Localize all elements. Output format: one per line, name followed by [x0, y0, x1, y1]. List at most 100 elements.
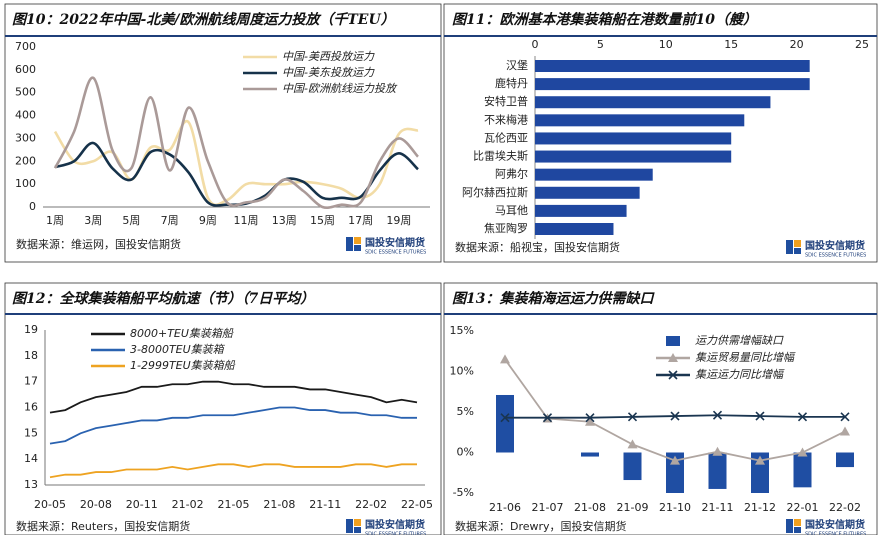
x-tick-label: 21-11: [702, 501, 734, 514]
chart-title: 图13：集装箱海运运力供需缺口: [452, 290, 655, 307]
marker: [668, 370, 678, 380]
y-tick-label: -5%: [453, 486, 474, 499]
x-tick-label: 21-08: [574, 501, 606, 514]
y-tick-label: 17: [24, 375, 38, 388]
x-tick-label: 22-01: [787, 501, 819, 514]
marker: [797, 447, 808, 457]
marker: [627, 439, 638, 449]
x-tick-label: 21-11: [309, 498, 341, 511]
y-tick-label: 马耳他: [495, 204, 528, 217]
x-tick-label: 10: [659, 38, 673, 51]
x-tick-label: 20: [790, 38, 804, 51]
marker: [712, 410, 723, 420]
chart-title: 图12：全球集装箱船平均航速（节）（7日平均）: [12, 290, 314, 307]
x-tick-label: 20-05: [34, 498, 66, 511]
y-tick-label: 不来梅港: [484, 112, 528, 126]
bar: [535, 168, 653, 181]
marker: [797, 412, 808, 422]
logo-text: 国投安信期货: [365, 518, 425, 531]
bar: [623, 452, 642, 481]
x-tick-label: 21-10: [659, 501, 691, 514]
logo-icon: [794, 248, 801, 254]
legend-swatch: [666, 336, 680, 346]
bar: [535, 96, 771, 109]
x-tick-label: 21-08: [263, 498, 295, 511]
legend-label: 中国-美东投放运力: [282, 66, 375, 79]
panel: [4, 3, 442, 263]
logo-text: 国投安信期货: [805, 518, 865, 531]
series-line: [49, 406, 417, 445]
legend-label: 中国-美西投放运力: [282, 50, 375, 63]
x-tick-label: 1周: [46, 214, 64, 227]
marker: [755, 411, 765, 421]
x-tick-label: 21-05: [218, 498, 250, 511]
x-tick-label: 11周: [234, 214, 259, 227]
y-tick-label: 200: [15, 154, 36, 167]
bar: [535, 78, 810, 91]
source: 数据来源：Reuters，国投安信期货: [16, 519, 190, 533]
y-tick-label: 100: [15, 177, 36, 190]
y-tick-label: 13: [24, 478, 38, 491]
y-tick-label: 比雷埃夫斯: [473, 149, 528, 163]
bar: [535, 132, 732, 145]
logo-icon: [354, 519, 361, 526]
marker: [670, 411, 680, 421]
logo-icon: [794, 519, 801, 526]
source: 数据来源：维运网，国投安信期货: [16, 237, 181, 251]
marker: [840, 412, 850, 422]
series-line: [49, 463, 417, 479]
y-tick-label: 14: [24, 452, 38, 465]
marker: [712, 446, 723, 456]
logo-icon: [346, 237, 353, 251]
y-tick-label: 瓦伦西亚: [484, 130, 528, 144]
legend-label: 运力供需增幅缺口: [695, 334, 784, 347]
x-tick-label: 25: [855, 38, 869, 51]
x-tick-label: 7周: [161, 214, 179, 227]
x-tick-label: 21-02: [172, 498, 204, 511]
logo-text: 国投安信期货: [365, 236, 425, 249]
bar: [836, 452, 854, 468]
bar: [535, 204, 627, 217]
y-tick-label: 400: [15, 109, 36, 122]
y-tick-label: 300: [15, 131, 36, 144]
logo-text: 国投安信期货: [805, 239, 865, 252]
legend-label: 集运运力同比增幅: [695, 368, 785, 381]
legend-label: 集运贸易量同比增幅: [695, 351, 796, 364]
y-tick-label: 18: [24, 349, 38, 362]
y-tick-label: 16: [24, 401, 38, 414]
x-tick-label: 20-08: [80, 498, 112, 511]
x-tick-label: 19周: [386, 214, 411, 227]
x-tick-label: 21-06: [489, 501, 521, 514]
y-tick-label: 10%: [450, 365, 474, 378]
bar: [581, 452, 599, 457]
bar: [751, 452, 769, 493]
y-tick-label: 19: [24, 323, 38, 336]
marker: [500, 413, 510, 423]
bar: [535, 150, 732, 163]
y-tick-label: 15: [24, 426, 38, 439]
y-tick-label: 5%: [457, 405, 474, 418]
logo-icon: [786, 519, 793, 533]
x-tick-label: 5周: [122, 214, 140, 227]
x-tick-label: 13周: [272, 214, 297, 227]
x-tick-label: 21-09: [617, 501, 649, 514]
source: 数据来源：船视宝，国投安信期货: [455, 240, 620, 254]
panel: [443, 282, 878, 535]
x-tick-label: 17周: [348, 214, 373, 227]
y-tick-label: 600: [15, 63, 36, 76]
bar: [535, 60, 810, 72]
source: 数据来源：Drewry，国投安信期货: [455, 519, 627, 533]
bar: [793, 452, 812, 488]
x-tick-label: 15周: [310, 214, 335, 227]
logo-subtext: SDIC ESSENCE FUTURES: [365, 250, 426, 256]
y-tick-label: 700: [15, 40, 36, 53]
marker: [585, 413, 595, 423]
marker: [500, 354, 510, 364]
x-tick-label: 21-12: [744, 501, 776, 514]
bar: [535, 223, 614, 235]
logo-icon: [354, 245, 361, 251]
legend-label: 中国-欧洲航线运力投放: [282, 82, 398, 95]
x-tick-label: 3周: [84, 214, 102, 227]
marker: [840, 426, 850, 436]
